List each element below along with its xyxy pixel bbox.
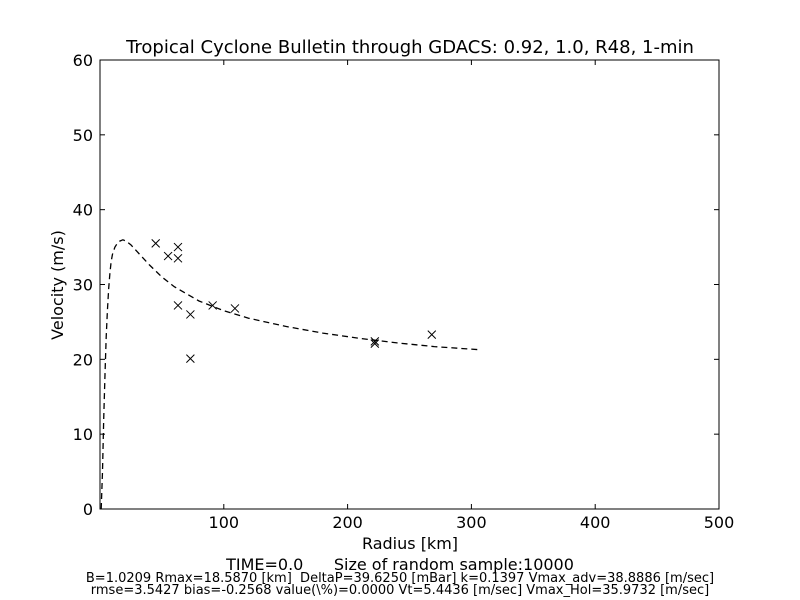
y-tick-label: 40: [73, 201, 93, 220]
x-tick-label: 400: [580, 513, 611, 532]
observation-point: [370, 339, 380, 348]
x-axis-label: Radius [km]: [362, 534, 458, 553]
y-tick-label: 10: [73, 425, 93, 444]
observation-point: [173, 301, 183, 310]
y-tick-label: 30: [73, 276, 93, 295]
y-tick-label: 20: [73, 350, 93, 369]
model-curve-group: [100, 239, 478, 510]
x-axis-ticks: 100 200 300 400 500: [209, 60, 735, 532]
x-tick-label: 200: [332, 513, 363, 532]
observation-point: [186, 310, 195, 319]
x-tick-label: 100: [209, 513, 240, 532]
observation-point: [173, 242, 183, 252]
y-tick-label: 50: [73, 126, 93, 145]
footer-parameters: B=1.0209 Rmax=18.5870 [km] DeltaP=39.625…: [86, 571, 714, 586]
observation-point: [370, 337, 380, 346]
observation-point: [186, 354, 195, 363]
observation-point: [208, 301, 218, 310]
y-axis-label: Velocity (m/s): [48, 230, 67, 340]
y-tick-label: 0: [83, 500, 93, 519]
observation-point: [230, 304, 240, 313]
footer-time-sample: TIME=0.0 Size of random sample:10000: [225, 555, 574, 574]
y-axis-ticks: 0 10 20 30 40 50 60: [73, 51, 719, 519]
observation-markers: [151, 238, 437, 363]
observation-point: [163, 251, 173, 261]
x-tick-label: 300: [456, 513, 487, 532]
plot-frame: [99, 59, 720, 510]
observation-point: [173, 253, 183, 263]
model-profile-line: [100, 239, 478, 510]
observation-point: [427, 330, 437, 339]
footer-statistics: rmse=3.5427 bias=-0.2568 value(\%)=0.000…: [91, 583, 709, 598]
y-tick-label: 60: [73, 51, 93, 70]
x-tick-label: 500: [704, 513, 735, 532]
observation-point: [151, 238, 161, 248]
chart-title: Tropical Cyclone Bulletin through GDACS:…: [125, 37, 694, 58]
